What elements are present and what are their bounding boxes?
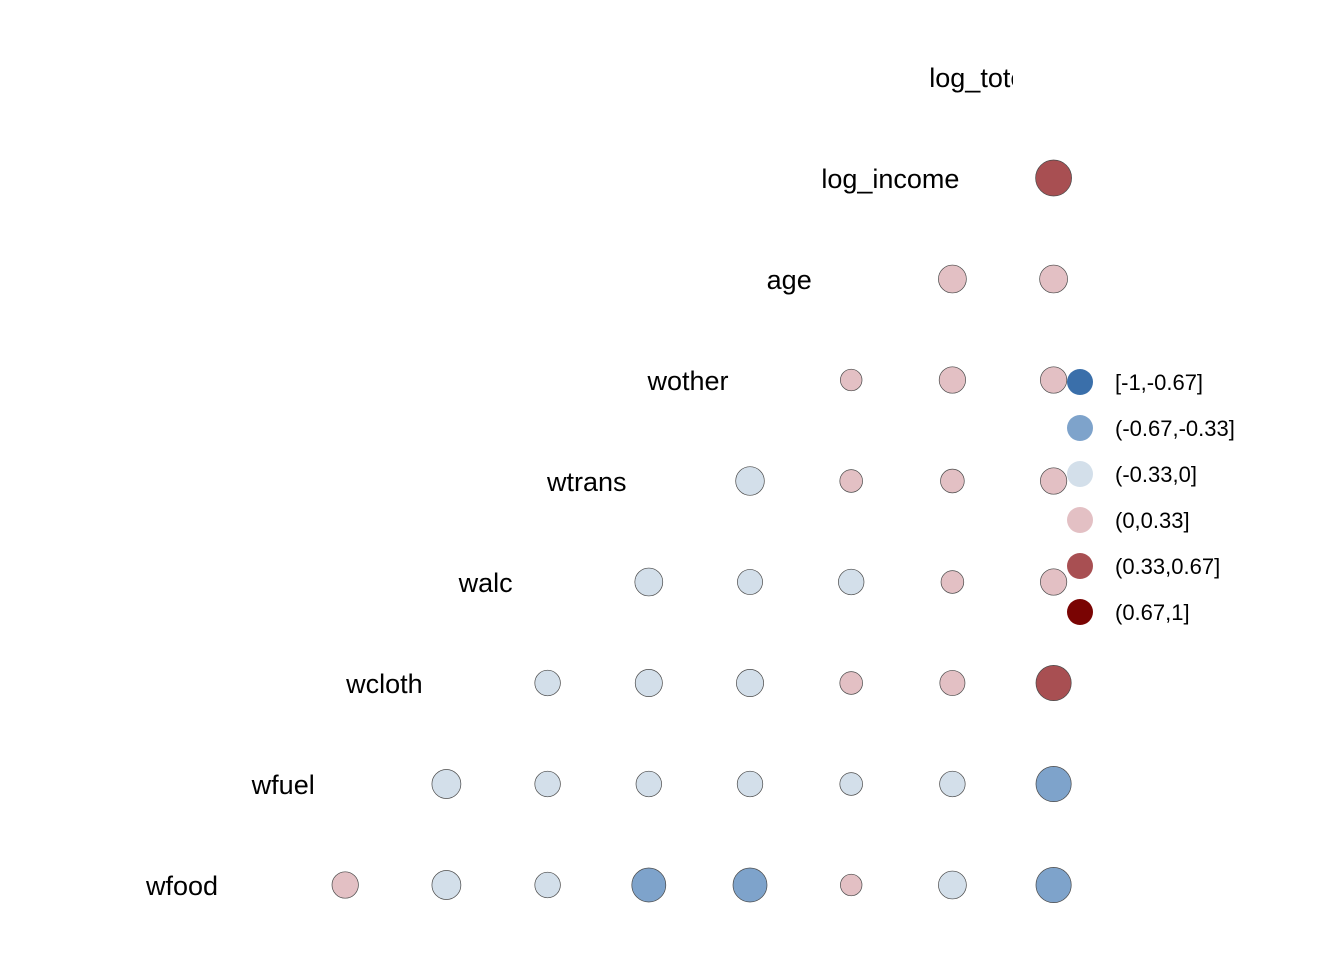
legend-label-2: (-0.33,0] <box>1115 462 1197 487</box>
point-wcloth-age <box>839 671 863 695</box>
point-walc-wother <box>737 569 763 595</box>
legend-label-4: (0.33,0.67] <box>1115 554 1220 579</box>
point-wfuel-wcloth <box>431 769 462 799</box>
point-wtrans-log-totexp <box>1040 467 1068 495</box>
point-wfuel-walc <box>534 770 561 798</box>
point-wfuel-age <box>839 772 863 796</box>
point-walc-wtrans <box>634 567 664 597</box>
point-wfood-age <box>840 873 863 897</box>
point-wother-log-totexp <box>1040 366 1068 394</box>
point-wfuel-log-totexp <box>1035 766 1072 802</box>
variable-labels: wfood wfuel wcloth walc wtrans wother age log_i… <box>145 63 1054 901</box>
point-wcloth-walc <box>534 669 561 697</box>
point-age-log-totexp <box>1039 264 1068 294</box>
point-wcloth-log-income <box>939 670 966 696</box>
point-age-log-income <box>938 264 967 294</box>
point-log-income-log-totexp <box>1035 159 1072 197</box>
legend-label-1: (-0.67,-0.33] <box>1115 416 1235 441</box>
variable-label-log-income: log_income <box>821 164 959 194</box>
point-wcloth-log-totexp <box>1035 665 1072 701</box>
legend-key-4 <box>1067 553 1093 579</box>
legend-key-3 <box>1067 507 1093 533</box>
legend: [-1,-0.67] (-0.67,-0.33] (-0.33,0] (0,0.33]… <box>1067 369 1235 625</box>
point-wcloth-wother <box>736 669 764 697</box>
legend-key-1 <box>1067 415 1093 441</box>
point-wtrans-log-income <box>940 468 965 494</box>
point-wfood-log-income <box>938 870 967 900</box>
point-wfuel-wtrans <box>635 770 662 798</box>
point-wother-log-income <box>938 366 966 394</box>
point-wfood-wtrans <box>631 867 667 903</box>
variable-label-age: age <box>767 265 812 295</box>
point-wfuel-log-income <box>939 770 966 798</box>
variable-label-wtrans: wtrans <box>546 467 627 497</box>
legend-label-5: (0.67,1] <box>1115 600 1190 625</box>
point-walc-log-income <box>940 570 965 594</box>
legend-label-3: (0,0.33] <box>1115 508 1190 533</box>
point-walc-log-totexp <box>1040 568 1068 596</box>
legend-label-0: [-1,-0.67] <box>1115 370 1203 395</box>
variable-label-log-totexp: log_totexp <box>929 63 1054 93</box>
point-wfood-wfuel <box>331 871 359 899</box>
point-wother-age <box>840 368 863 392</box>
point-wfood-wcloth <box>431 870 462 900</box>
legend-key-0 <box>1067 369 1093 395</box>
correlation-points <box>331 159 1072 903</box>
point-wfuel-wother <box>736 770 764 798</box>
legend-key-2 <box>1067 461 1093 487</box>
variable-label-walc: walc <box>458 568 513 598</box>
point-wfood-log-totexp <box>1035 867 1072 903</box>
point-walc-age <box>838 568 865 596</box>
variable-label-wother: wother <box>646 366 728 396</box>
point-wfood-walc <box>534 871 561 899</box>
variable-label-wfuel: wfuel <box>251 770 315 800</box>
point-wfood-wother <box>732 867 768 903</box>
point-wtrans-wother <box>735 466 765 496</box>
variable-label-wfood: wfood <box>145 871 218 901</box>
point-wcloth-wtrans <box>634 669 663 697</box>
point-wtrans-age <box>839 469 863 493</box>
variable-label-wcloth: wcloth <box>345 669 423 699</box>
legend-key-5 <box>1067 599 1093 625</box>
